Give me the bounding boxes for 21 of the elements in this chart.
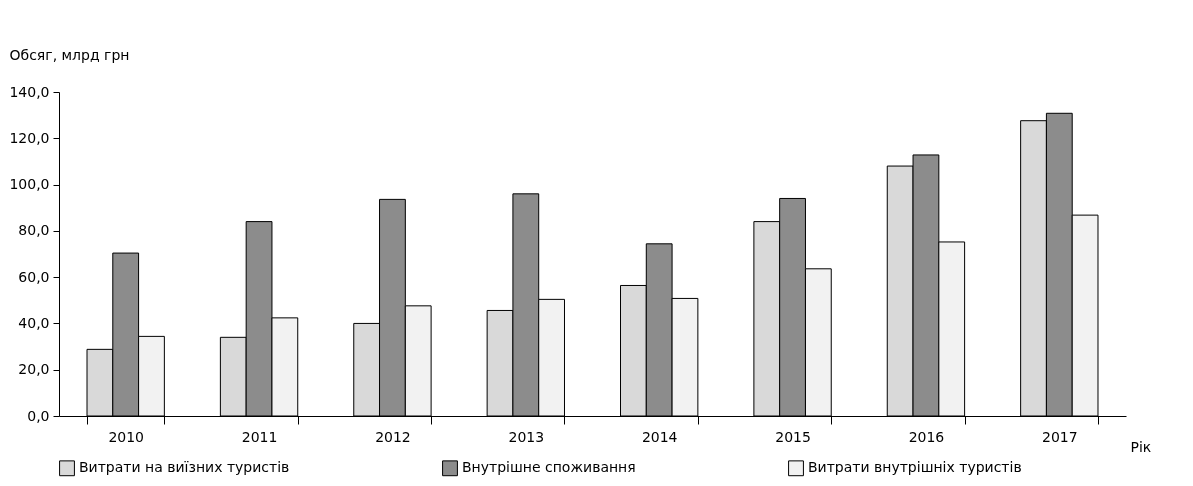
legend-label: Внутрішне споживання xyxy=(462,459,636,476)
y-tick-label: 60,0 xyxy=(18,268,50,285)
y-axis-title: Обсяг, млрд грн xyxy=(9,46,130,63)
x-tick-label: 2014 xyxy=(641,428,678,445)
y-tick-label: 40,0 xyxy=(18,314,50,331)
y-tick-label: 100,0 xyxy=(9,176,50,193)
x-tick-label: 2016 xyxy=(908,428,945,445)
legend-label: Витрати на виїзних туристів xyxy=(79,459,290,476)
legend-label: Витрати внутрішніх туристів xyxy=(808,459,1022,476)
y-tick-label: 0,0 xyxy=(27,407,50,424)
x-tick-label: 2011 xyxy=(241,428,278,445)
x-tick-label: 2015 xyxy=(775,428,811,445)
x-axis-title: Рік xyxy=(1130,438,1152,455)
y-tick-label: 20,0 xyxy=(18,361,50,378)
y-tick-label: 120,0 xyxy=(9,129,50,146)
y-tick-label: 140,0 xyxy=(9,83,50,100)
x-tick-label: 2010 xyxy=(108,428,145,445)
x-tick-label: 2017 xyxy=(1041,428,1078,445)
x-tick-label: 2013 xyxy=(508,428,545,445)
y-tick-label: 80,0 xyxy=(18,222,50,239)
x-tick-label: 2012 xyxy=(375,428,411,445)
